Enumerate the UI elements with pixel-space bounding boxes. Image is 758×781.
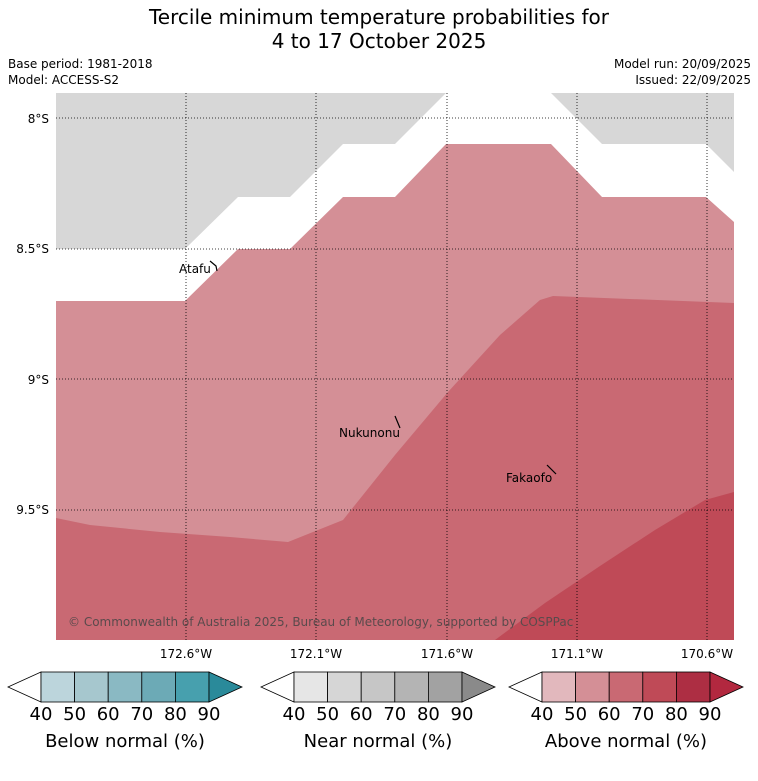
colorbar-segment [575, 671, 610, 703]
longitude-labels: 172.6°W 172.1°W 171.6°W 171.1°W 170.6°W [160, 647, 733, 661]
colorbar-tick-label: 50 [316, 704, 339, 725]
colorbar-extend-low [508, 671, 543, 703]
colorbar-segment [327, 671, 362, 703]
lat-label-8s: 8°S [28, 112, 49, 126]
colorbar-title-below: Below normal (%) [45, 731, 205, 752]
latitude-labels: 8°S 8.5°S 9°S 9.5°S [16, 112, 49, 517]
colorbar-segment [141, 671, 176, 703]
colorbar-title-near: Near normal (%) [304, 731, 453, 752]
place-label-nukunonu: Nukunonu [339, 426, 400, 440]
colorbar-tick-label: 40 [283, 704, 306, 725]
colorbar-tick-label: 80 [417, 704, 440, 725]
above-normal-70-region [495, 492, 734, 640]
colorbar-extend-high [461, 671, 496, 703]
colorbar-extend-low [260, 671, 295, 703]
no-data-region-west [56, 93, 446, 249]
above-normal-60-region [56, 296, 734, 640]
model-run: Model run: 20/09/2025 [613, 57, 751, 71]
colorbar-segment [394, 671, 429, 703]
gridlines [56, 93, 734, 640]
map-plot: Atafu Nukunonu Fakaofo © Commonwealth of… [56, 93, 734, 640]
colorbar-tick-label: 40 [30, 704, 53, 725]
colorbar-tick-label: 70 [130, 704, 153, 725]
colorbar-extend-high [208, 671, 243, 703]
colorbar-tick-label: 70 [383, 704, 406, 725]
colorbar-tick-label: 40 [531, 704, 554, 725]
lon-label-171-1w: 171.1°W [551, 647, 603, 661]
islands [209, 260, 557, 475]
colorbar-segment [608, 671, 644, 703]
colorbar-below-normal: Below normal (%) 40 50 60 70 80 90 [7, 671, 243, 752]
model-name: Model: ACCESS-S2 [8, 73, 120, 87]
no-data-region-east [551, 93, 734, 172]
colorbar-tick-label: 60 [598, 704, 621, 725]
meta-right: Model run: 20/09/2025 Issued: 22/09/2025 [614, 56, 751, 88]
colorbar-segment [360, 671, 396, 703]
colorbar-segment [293, 671, 328, 703]
lat-label-8-5s: 8.5°S [16, 242, 49, 256]
base-period: Base period: 1981-2018 [8, 57, 153, 71]
colorbar-segment [40, 671, 75, 703]
colorbar-above-normal: Above normal (%) 40 50 60 70 80 90 [508, 671, 744, 752]
colorbar-tick-label: 80 [665, 704, 688, 725]
lat-label-9-5s: 9.5°S [16, 503, 49, 517]
colorbar-title-above: Above normal (%) [545, 731, 707, 752]
colorbar-tick-label: 80 [164, 704, 187, 725]
colorbar-tick-label: 50 [564, 704, 587, 725]
meta-left: Base period: 1981-2018 Model: ACCESS-S2 [8, 56, 153, 88]
map-title: Tercile minimum temperature probabilitie… [0, 5, 758, 53]
colorbar-tick-label: 60 [350, 704, 373, 725]
colorbar-tick-label: 90 [198, 704, 221, 725]
colorbar-extend-high [709, 671, 744, 703]
colorbar-segment [676, 671, 711, 703]
nukunonu-island [394, 415, 401, 429]
place-label-fakaofo: Fakaofo [506, 471, 552, 485]
colorbar-segment [427, 671, 463, 703]
title-line-1: Tercile minimum temperature probabilitie… [148, 5, 610, 29]
colorbar-segment [107, 671, 143, 703]
copyright-notice: © Commonwealth of Australia 2025, Bureau… [68, 615, 573, 629]
colorbar-extend-low [7, 671, 42, 703]
atafu-island [209, 260, 218, 272]
colorbar-segment [541, 671, 576, 703]
lon-label-172-1w: 172.1°W [290, 647, 342, 661]
colorbar-tick-label: 90 [451, 704, 474, 725]
lat-label-9s: 9°S [28, 373, 49, 387]
lon-label-172-6w: 172.6°W [160, 647, 212, 661]
issued-date: Issued: 22/09/2025 [635, 73, 751, 87]
colorbar-segment [642, 671, 677, 703]
lon-label-170-6w: 170.6°W [681, 647, 733, 661]
colorbar-tick-label: 60 [97, 704, 120, 725]
place-label-atafu: Atafu [179, 262, 211, 276]
colorbar-tick-label: 90 [699, 704, 722, 725]
colorbar-tick-label: 70 [631, 704, 654, 725]
colorbar-tick-label: 50 [63, 704, 86, 725]
lon-label-171-6w: 171.6°W [421, 647, 473, 661]
colorbar-near-normal: Near normal (%) 40 50 60 70 80 90 [260, 671, 496, 752]
colorbar-segment [74, 671, 109, 703]
title-line-2: 4 to 17 October 2025 [271, 29, 487, 53]
colorbar-segment [174, 671, 210, 703]
fakaofo-island [546, 464, 557, 475]
